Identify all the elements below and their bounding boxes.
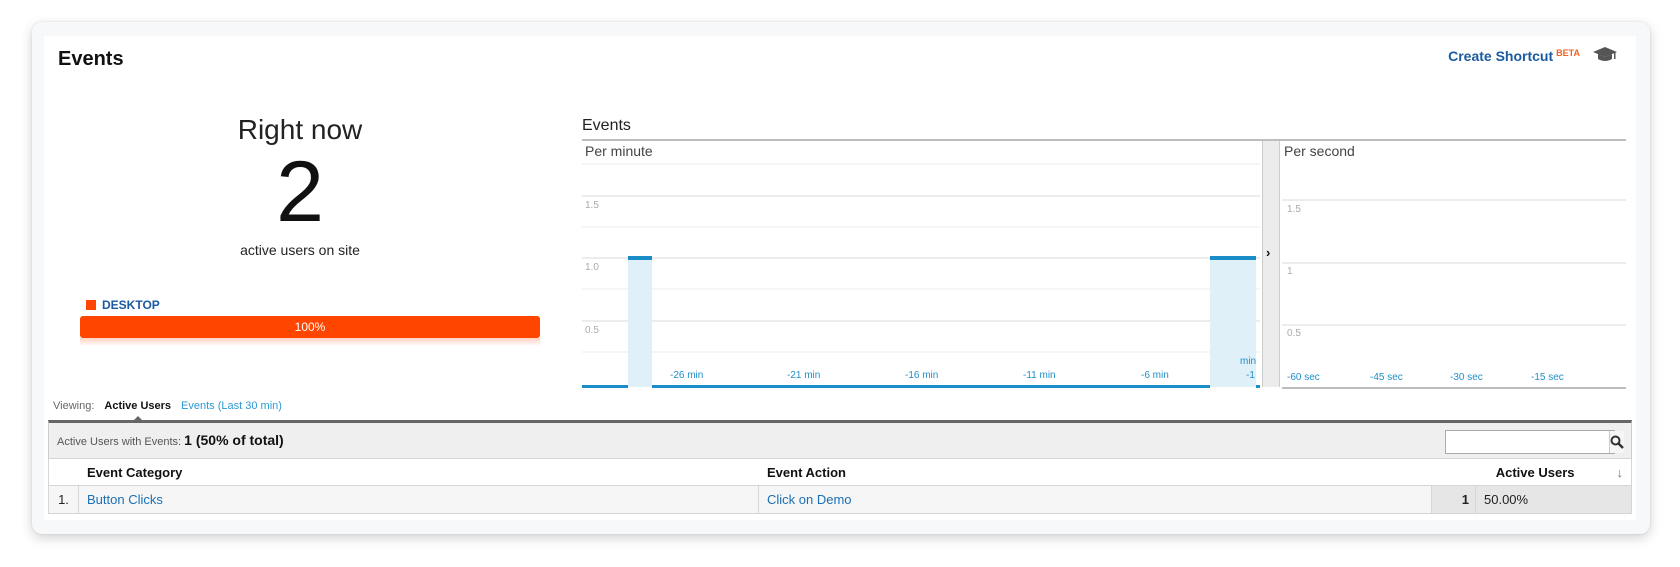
x-axis-line [1282,387,1626,389]
active-users-subtitle: active users on site [240,242,360,258]
per-second-label: Per second [1284,143,1355,159]
y-tick-label: 1 [1287,266,1293,277]
category-link[interactable]: Button Clicks [87,492,163,507]
chevron-right-icon: › [1266,245,1271,260]
gridline [582,195,1260,197]
active-users-header-label: Active Users [1495,464,1575,480]
chart-bar-cap [1210,256,1256,260]
active-users-count: 2 [276,144,324,240]
row-users-count: 1 [1431,486,1475,513]
row-index: 1. [49,486,79,513]
chart-title: Events [582,117,631,134]
x-tick-label: -15 sec [1531,372,1564,383]
x-tick-label: -11 min [1023,370,1056,381]
table-summary: Active Users with Events: 1 (50% of tota… [48,420,1632,458]
events-table: Active Users with Events: 1 (50% of tota… [48,420,1632,514]
desktop-legend-label: DESKTOP [102,298,160,312]
gridline [582,163,1260,165]
gridline [582,257,1260,259]
create-shortcut-label: Create Shortcut [1448,48,1554,64]
index-header [49,459,79,485]
gridline [582,226,1260,228]
desktop-swatch-icon [86,300,96,310]
column-active-users[interactable]: Active Users ↓ [1431,465,1631,480]
y-tick-label: 1.5 [585,200,599,211]
events-panel: Events Create Shortcut BETA Right now 2 a… [44,36,1636,520]
gridline [582,351,1260,353]
page-title: Events [58,48,124,70]
search-button[interactable] [1609,431,1624,453]
x-axis-line [652,385,1210,388]
table-header: Event Category Event Action Active Users… [48,458,1632,486]
summary-value: 1 (50% of total) [184,432,284,448]
chart-bar[interactable] [628,257,652,387]
x-tick-label: -16 min [905,370,939,381]
action-link[interactable]: Click on Demo [767,492,852,507]
arrow-down-icon: ↓ [1616,464,1624,480]
right-now-widget: Right now 2 active users on site [70,114,530,258]
chart-top-divider [582,139,1626,141]
create-shortcut-link[interactable]: Create Shortcut BETA [1448,48,1580,64]
tab-active-users[interactable]: Active Users [104,400,172,422]
x-tick-label: -6 min [1141,370,1169,381]
tab-events-last-30-min[interactable]: Events (Last 30 min) [181,400,282,412]
events-card: Events Create Shortcut BETA Right now 2 a… [32,22,1650,534]
chart-expand-toggle[interactable]: › [1262,141,1280,387]
x-tick-label: -26 min [670,370,704,381]
viewing-label: Viewing: [53,400,95,412]
x-tick-label: -21 min [787,370,821,381]
x-tick-label: -30 sec [1450,372,1483,383]
chart-bar-cap [628,256,652,260]
summary-label: Active Users with Events: [57,436,182,448]
x-tick-label: -1 [1246,370,1255,381]
column-event-action[interactable]: Event Action [767,465,846,480]
per-minute-label: Per minute [585,143,653,159]
x-axis-line [582,385,628,388]
chart-bar[interactable] [1210,257,1256,387]
row-action-cell: Click on Demo [759,486,1431,513]
gridline [1282,199,1626,201]
y-tick-label: 0.5 [1287,328,1301,339]
table-search [1445,430,1624,454]
row-category-cell: Button Clicks [79,486,759,513]
gridline [1282,324,1626,326]
row-users-percent: 50.00% [1475,486,1631,513]
gridline [582,288,1260,290]
gridline [582,320,1260,322]
x-unit-label: min [1240,356,1257,367]
viewing-tabs: Viewing: Active Users Events (Last 30 mi… [53,400,282,422]
x-tick-label: -60 sec [1287,372,1320,383]
device-legend: DESKTOP [86,298,160,312]
y-tick-label: 1.5 [1287,204,1301,215]
column-event-category[interactable]: Event Category [87,465,183,480]
y-tick-label: 0.5 [585,325,599,336]
table-row: 1. Button Clicks Click on Demo 1 50.00% [48,486,1632,514]
bar-reflection [80,338,540,346]
x-axis-line [1256,385,1260,388]
table-search-input[interactable] [1446,431,1609,453]
x-tick-label: -45 sec [1370,372,1403,383]
desktop-percent-bar: 100% [80,316,540,338]
gridline [1282,262,1626,264]
graduation-cap-icon[interactable] [1592,46,1618,64]
search-icon [1610,435,1624,449]
right-now-title: Right now [237,114,363,145]
beta-badge: BETA [1556,48,1580,58]
y-tick-label: 1.0 [585,262,599,273]
